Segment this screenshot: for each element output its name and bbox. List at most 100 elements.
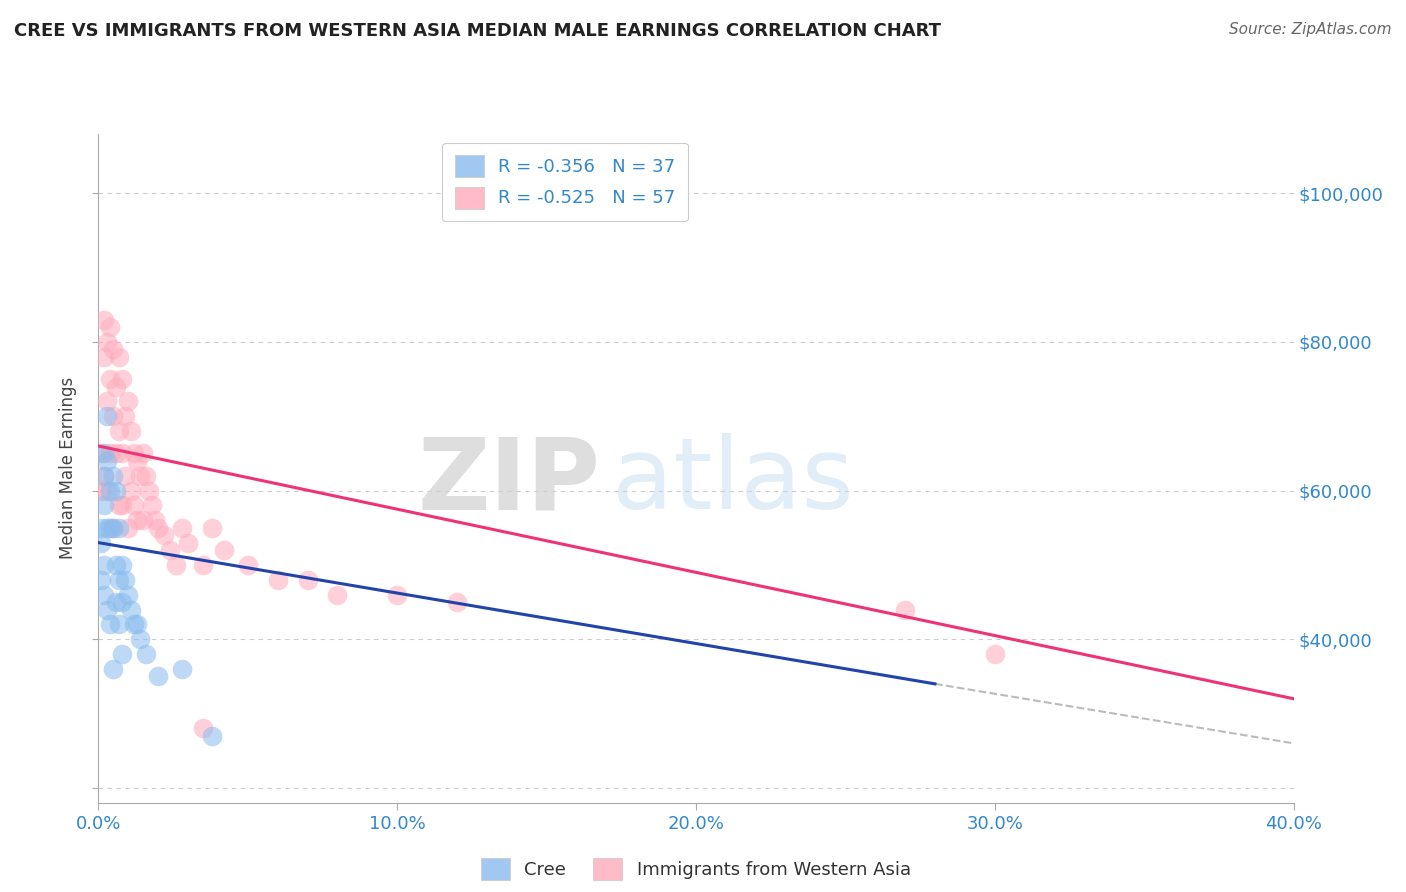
- Point: [141, 499, 163, 513]
- Point: [129, 632, 152, 647]
- Point: [108, 350, 131, 364]
- Point: [984, 647, 1007, 661]
- Point: [108, 499, 131, 513]
- Point: [114, 468, 136, 483]
- Point: [96, 334, 118, 349]
- Point: [105, 558, 128, 572]
- Point: [93, 468, 115, 483]
- Point: [96, 454, 118, 468]
- Point: [100, 446, 122, 460]
- Point: [124, 446, 146, 460]
- Point: [135, 647, 157, 661]
- Point: [172, 521, 194, 535]
- Point: [172, 662, 194, 676]
- Point: [117, 394, 139, 409]
- Point: [103, 662, 125, 676]
- Point: [111, 499, 134, 513]
- Point: [326, 588, 349, 602]
- Point: [894, 602, 917, 616]
- Point: [96, 409, 118, 424]
- Point: [127, 513, 149, 527]
- Point: [153, 528, 176, 542]
- Text: atlas: atlas: [613, 434, 853, 530]
- Point: [93, 350, 115, 364]
- Point: [165, 558, 187, 572]
- Point: [96, 521, 118, 535]
- Point: [201, 521, 224, 535]
- Point: [93, 588, 115, 602]
- Text: ZIP: ZIP: [418, 434, 600, 530]
- Point: [114, 409, 136, 424]
- Point: [111, 446, 134, 460]
- Point: [105, 379, 128, 393]
- Point: [108, 521, 131, 535]
- Point: [148, 521, 170, 535]
- Point: [177, 535, 200, 549]
- Point: [90, 521, 112, 535]
- Point: [108, 617, 131, 632]
- Point: [93, 499, 115, 513]
- Point: [105, 483, 128, 498]
- Point: [103, 343, 125, 357]
- Point: [297, 573, 319, 587]
- Point: [90, 535, 112, 549]
- Point: [111, 372, 134, 386]
- Point: [105, 595, 128, 609]
- Point: [93, 468, 115, 483]
- Point: [201, 729, 224, 743]
- Text: CREE VS IMMIGRANTS FROM WESTERN ASIA MEDIAN MALE EARNINGS CORRELATION CHART: CREE VS IMMIGRANTS FROM WESTERN ASIA MED…: [14, 22, 941, 40]
- Point: [103, 521, 125, 535]
- Point: [100, 483, 122, 498]
- Point: [96, 483, 118, 498]
- Y-axis label: Median Male Earnings: Median Male Earnings: [59, 377, 77, 559]
- Point: [111, 595, 134, 609]
- Point: [127, 617, 149, 632]
- Point: [100, 521, 122, 535]
- Point: [212, 543, 235, 558]
- Point: [111, 558, 134, 572]
- Point: [117, 588, 139, 602]
- Point: [100, 320, 122, 334]
- Point: [103, 521, 125, 535]
- Point: [108, 573, 131, 587]
- Point: [100, 372, 122, 386]
- Point: [114, 573, 136, 587]
- Point: [148, 669, 170, 683]
- Point: [143, 513, 166, 527]
- Point: [135, 468, 157, 483]
- Point: [127, 454, 149, 468]
- Point: [100, 617, 122, 632]
- Point: [93, 446, 115, 460]
- Point: [385, 588, 409, 602]
- Point: [93, 558, 115, 572]
- Point: [132, 513, 155, 527]
- Point: [120, 602, 142, 616]
- Point: [120, 483, 142, 498]
- Point: [267, 573, 290, 587]
- Point: [96, 394, 118, 409]
- Point: [93, 312, 115, 326]
- Point: [108, 424, 131, 438]
- Point: [191, 558, 214, 572]
- Point: [90, 483, 112, 498]
- Point: [159, 543, 181, 558]
- Point: [132, 446, 155, 460]
- Point: [124, 617, 146, 632]
- Point: [236, 558, 259, 572]
- Legend: Cree, Immigrants from Western Asia: Cree, Immigrants from Western Asia: [474, 851, 918, 888]
- Point: [129, 468, 152, 483]
- Point: [117, 521, 139, 535]
- Point: [103, 468, 125, 483]
- Point: [138, 483, 160, 498]
- Point: [111, 647, 134, 661]
- Point: [120, 424, 142, 438]
- Point: [124, 499, 146, 513]
- Point: [105, 446, 128, 460]
- Point: [103, 409, 125, 424]
- Point: [90, 573, 112, 587]
- Point: [191, 722, 214, 736]
- Point: [90, 446, 112, 460]
- Point: [96, 602, 118, 616]
- Text: Source: ZipAtlas.com: Source: ZipAtlas.com: [1229, 22, 1392, 37]
- Point: [446, 595, 468, 609]
